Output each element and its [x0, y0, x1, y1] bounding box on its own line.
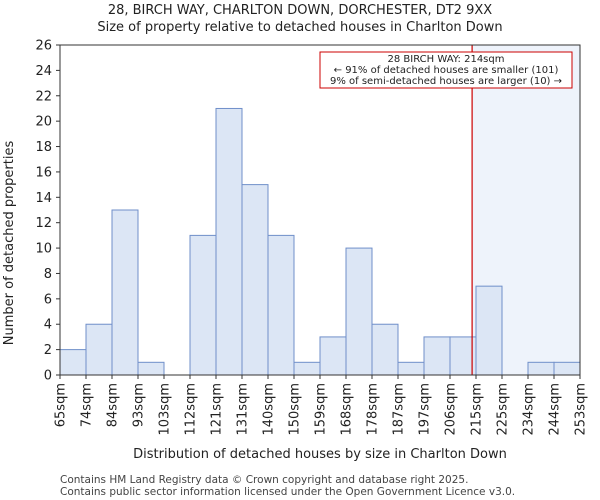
annotation-box	[319, 51, 573, 89]
x-axis-ticks: 65sqm 74sqm 84sqm 93sqm 103sqm 112sqm 121sqm 13…	[54, 375, 589, 436]
y-tick-label: 24	[35, 64, 52, 79]
bar	[215, 107, 243, 376]
bar	[267, 234, 295, 376]
x-tick-label: 168sqm	[340, 383, 355, 436]
bar	[85, 323, 113, 376]
bar	[345, 247, 373, 376]
footer-line-1: Contains HM Land Registry data © Crown c…	[60, 474, 468, 486]
y-tick-label: 18	[35, 140, 52, 155]
x-tick-label: 112sqm	[184, 383, 199, 436]
bar	[293, 361, 321, 376]
bar	[241, 184, 269, 376]
bar	[527, 361, 555, 376]
bar	[137, 361, 165, 376]
y-tick-label: 8	[44, 267, 52, 282]
x-tick-label: 74sqm	[80, 383, 95, 427]
x-tick-label: 244sqm	[548, 383, 563, 436]
x-tick-label: 65sqm	[54, 383, 69, 427]
x-tick-label: 140sqm	[262, 383, 277, 436]
y-axis-label: Number of detached properties	[2, 141, 17, 346]
y-tick-label: 0	[44, 369, 52, 384]
y-tick-label: 26	[35, 39, 52, 54]
x-axis-label: Distribution of detached houses by size …	[133, 447, 507, 462]
plot-frame	[59, 44, 581, 376]
x-tick-label: 197sqm	[418, 383, 433, 436]
bar	[111, 209, 139, 376]
footer-line-2: Contains public sector information licen…	[60, 486, 515, 498]
bar	[397, 361, 425, 376]
x-tick-label: 215sqm	[470, 383, 485, 436]
y-tick-label: 14	[35, 191, 52, 206]
y-tick-label: 22	[35, 89, 52, 104]
x-tick-label: 84sqm	[106, 383, 121, 427]
x-tick-label: 206sqm	[444, 383, 459, 436]
y-tick-label: 16	[35, 165, 52, 180]
bar	[319, 336, 347, 376]
x-tick-label: 253sqm	[574, 383, 589, 436]
y-tick-label: 6	[44, 292, 52, 307]
annotation-line-1: 28 BIRCH WAY: 214sqm	[388, 54, 505, 65]
bar	[189, 234, 217, 376]
x-tick-label: 121sqm	[210, 383, 225, 436]
bar	[423, 336, 451, 376]
x-tick-label: 187sqm	[392, 383, 407, 436]
bars-group	[59, 107, 581, 376]
x-tick-label: 93sqm	[132, 383, 147, 427]
x-tick-label: 225sqm	[496, 383, 511, 436]
bar	[475, 285, 503, 376]
x-tick-label: 234sqm	[522, 383, 537, 436]
chart-title-line-2: Size of property relative to detached ho…	[97, 20, 502, 35]
x-tick-label: 150sqm	[288, 383, 303, 436]
y-tick-label: 2	[44, 343, 52, 358]
x-tick-label: 103sqm	[158, 383, 173, 436]
bar	[553, 361, 581, 376]
x-tick-label: 131sqm	[236, 383, 251, 436]
bar	[59, 349, 87, 376]
annotation-line-3: 9% of semi-detached houses are larger (1…	[330, 76, 562, 87]
y-tick-label: 20	[35, 115, 52, 130]
annotation-line-2: ← 91% of detached houses are smaller (10…	[334, 65, 559, 76]
y-tick-label: 12	[35, 216, 52, 231]
x-tick-label: 159sqm	[314, 383, 329, 436]
y-tick-label: 4	[44, 318, 52, 333]
y-tick-label: 10	[35, 242, 52, 257]
bar	[371, 323, 399, 376]
x-tick-label: 178sqm	[366, 383, 381, 436]
chart-title-line-1: 28, BIRCH WAY, CHARLTON DOWN, DORCHESTER…	[108, 3, 492, 18]
